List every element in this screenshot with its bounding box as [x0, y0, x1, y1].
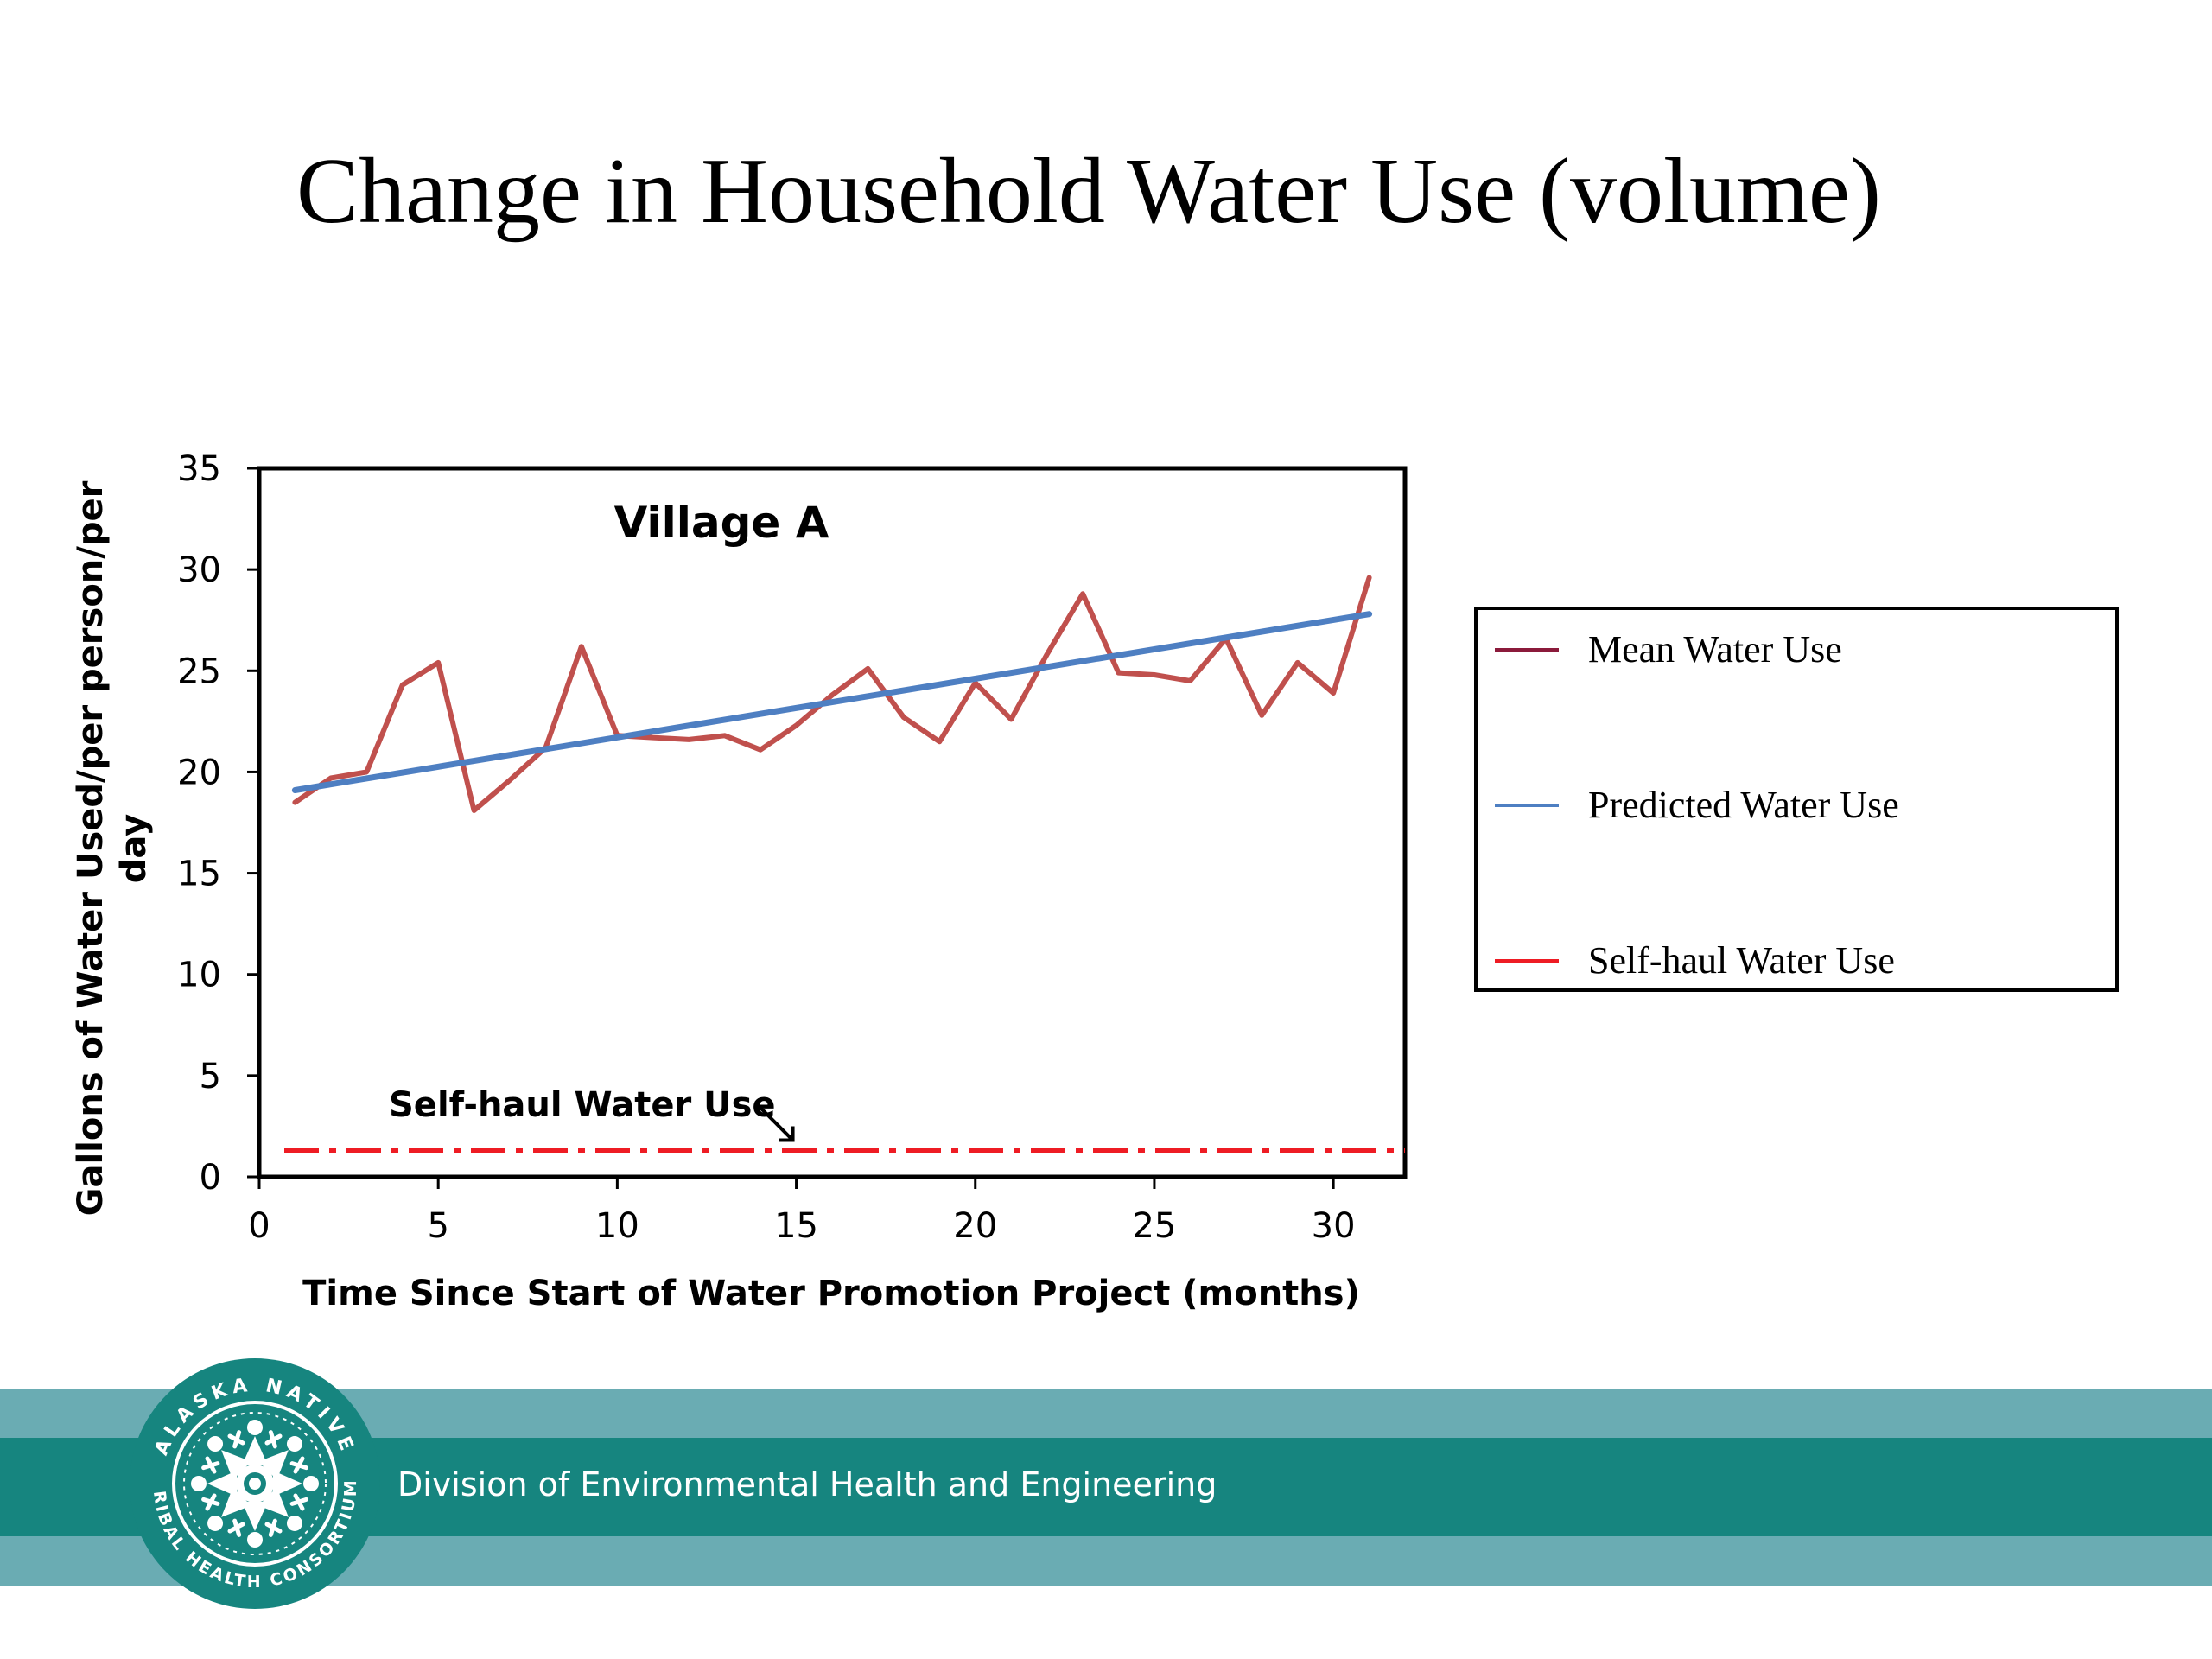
x-tick-label: 5	[427, 1206, 448, 1246]
y-tick-label: 30	[177, 550, 221, 590]
anthc-logo: ALASKA NATIVE TRIBAL HEALTH CONSORTIUM	[128, 1357, 380, 1609]
annotation-arrow	[759, 1106, 795, 1142]
y-tick-label: 35	[177, 449, 221, 489]
y-tick-label: 15	[177, 855, 221, 894]
legend-swatch-selfhaul	[1495, 958, 1559, 963]
legend-item-selfhaul: Self-haul Water Use	[1495, 938, 1895, 982]
series-predicted-line	[291, 611, 1373, 793]
slide-title: Change in Household Water Use (volume)	[296, 140, 1881, 243]
x-tick-label: 30	[1312, 1206, 1356, 1246]
plot-frame	[257, 466, 1408, 1179]
logo-figure	[273, 1456, 319, 1511]
chart-axes	[257, 466, 1408, 1179]
x-tick-label: 0	[248, 1206, 270, 1246]
logo-figures	[191, 1420, 319, 1548]
logo-figure	[191, 1456, 237, 1511]
logo-figure	[258, 1430, 308, 1480]
logo-figure	[201, 1430, 251, 1480]
chart-series	[284, 575, 1405, 1153]
x-tick-label: 20	[953, 1206, 997, 1246]
y-tick-label: 20	[177, 753, 221, 792]
chart-ticks: 0 5 10 15 20 25 30 0 5 10 15 20 25 30 35	[177, 449, 1355, 1246]
legend-swatch-mean	[1495, 647, 1559, 652]
x-tick-label: 10	[595, 1206, 639, 1246]
footer-division-text: Division of Environmental Health and Eng…	[397, 1465, 1217, 1503]
legend-label-predicted: Predicted Water Use	[1588, 784, 1899, 826]
legend-swatch-predicted	[1495, 803, 1559, 807]
self-haul-annotation: Self-haul Water Use	[389, 1085, 776, 1125]
legend-label-mean: Mean Water Use	[1588, 628, 1842, 671]
chart-title: Village A	[614, 498, 830, 548]
legend-item-predicted: Predicted Water Use	[1495, 783, 1899, 827]
series-observed-line	[292, 575, 1372, 813]
chart-legend: Mean Water Use Predicted Water Use Self-…	[1474, 607, 2119, 992]
x-tick-label: 15	[774, 1206, 818, 1246]
x-tick-label: 25	[1132, 1206, 1176, 1246]
line-chart: 0 5 10 15 20 25 30 0 5 10 15 20 25 30 35 Village A Tim…	[71, 449, 1408, 1313]
legend-item-mean: Mean Water Use	[1495, 627, 1842, 671]
y-tick-label: 25	[177, 652, 221, 691]
legend-label-selfhaul: Self-haul Water Use	[1588, 939, 1895, 982]
y-tick-label: 0	[200, 1158, 221, 1198]
x-axis-label: Time Since Start of Water Promotion Proj…	[302, 1274, 1360, 1313]
y-tick-label: 10	[177, 956, 221, 995]
y-tick-label: 5	[200, 1057, 221, 1096]
y-axis-label: Gallons of Water Used/per person/per day	[71, 480, 154, 1216]
